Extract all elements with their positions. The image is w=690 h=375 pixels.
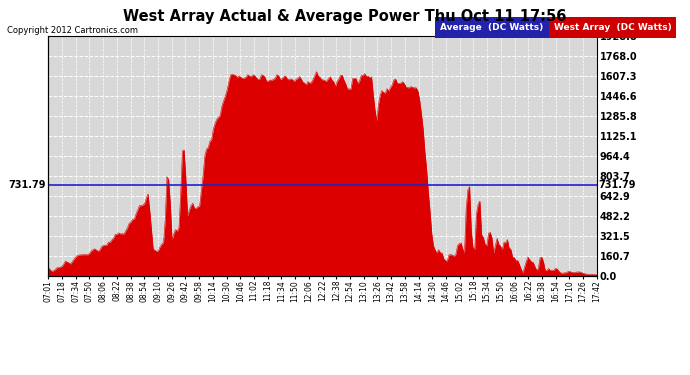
Text: 731.79: 731.79	[8, 180, 46, 190]
Text: 731.79: 731.79	[598, 180, 635, 190]
Text: Average  (DC Watts): Average (DC Watts)	[440, 22, 543, 32]
Text: West Array Actual & Average Power Thu Oct 11 17:56: West Array Actual & Average Power Thu Oc…	[124, 9, 566, 24]
Text: Copyright 2012 Cartronics.com: Copyright 2012 Cartronics.com	[7, 26, 138, 35]
Text: West Array  (DC Watts): West Array (DC Watts)	[553, 22, 671, 32]
